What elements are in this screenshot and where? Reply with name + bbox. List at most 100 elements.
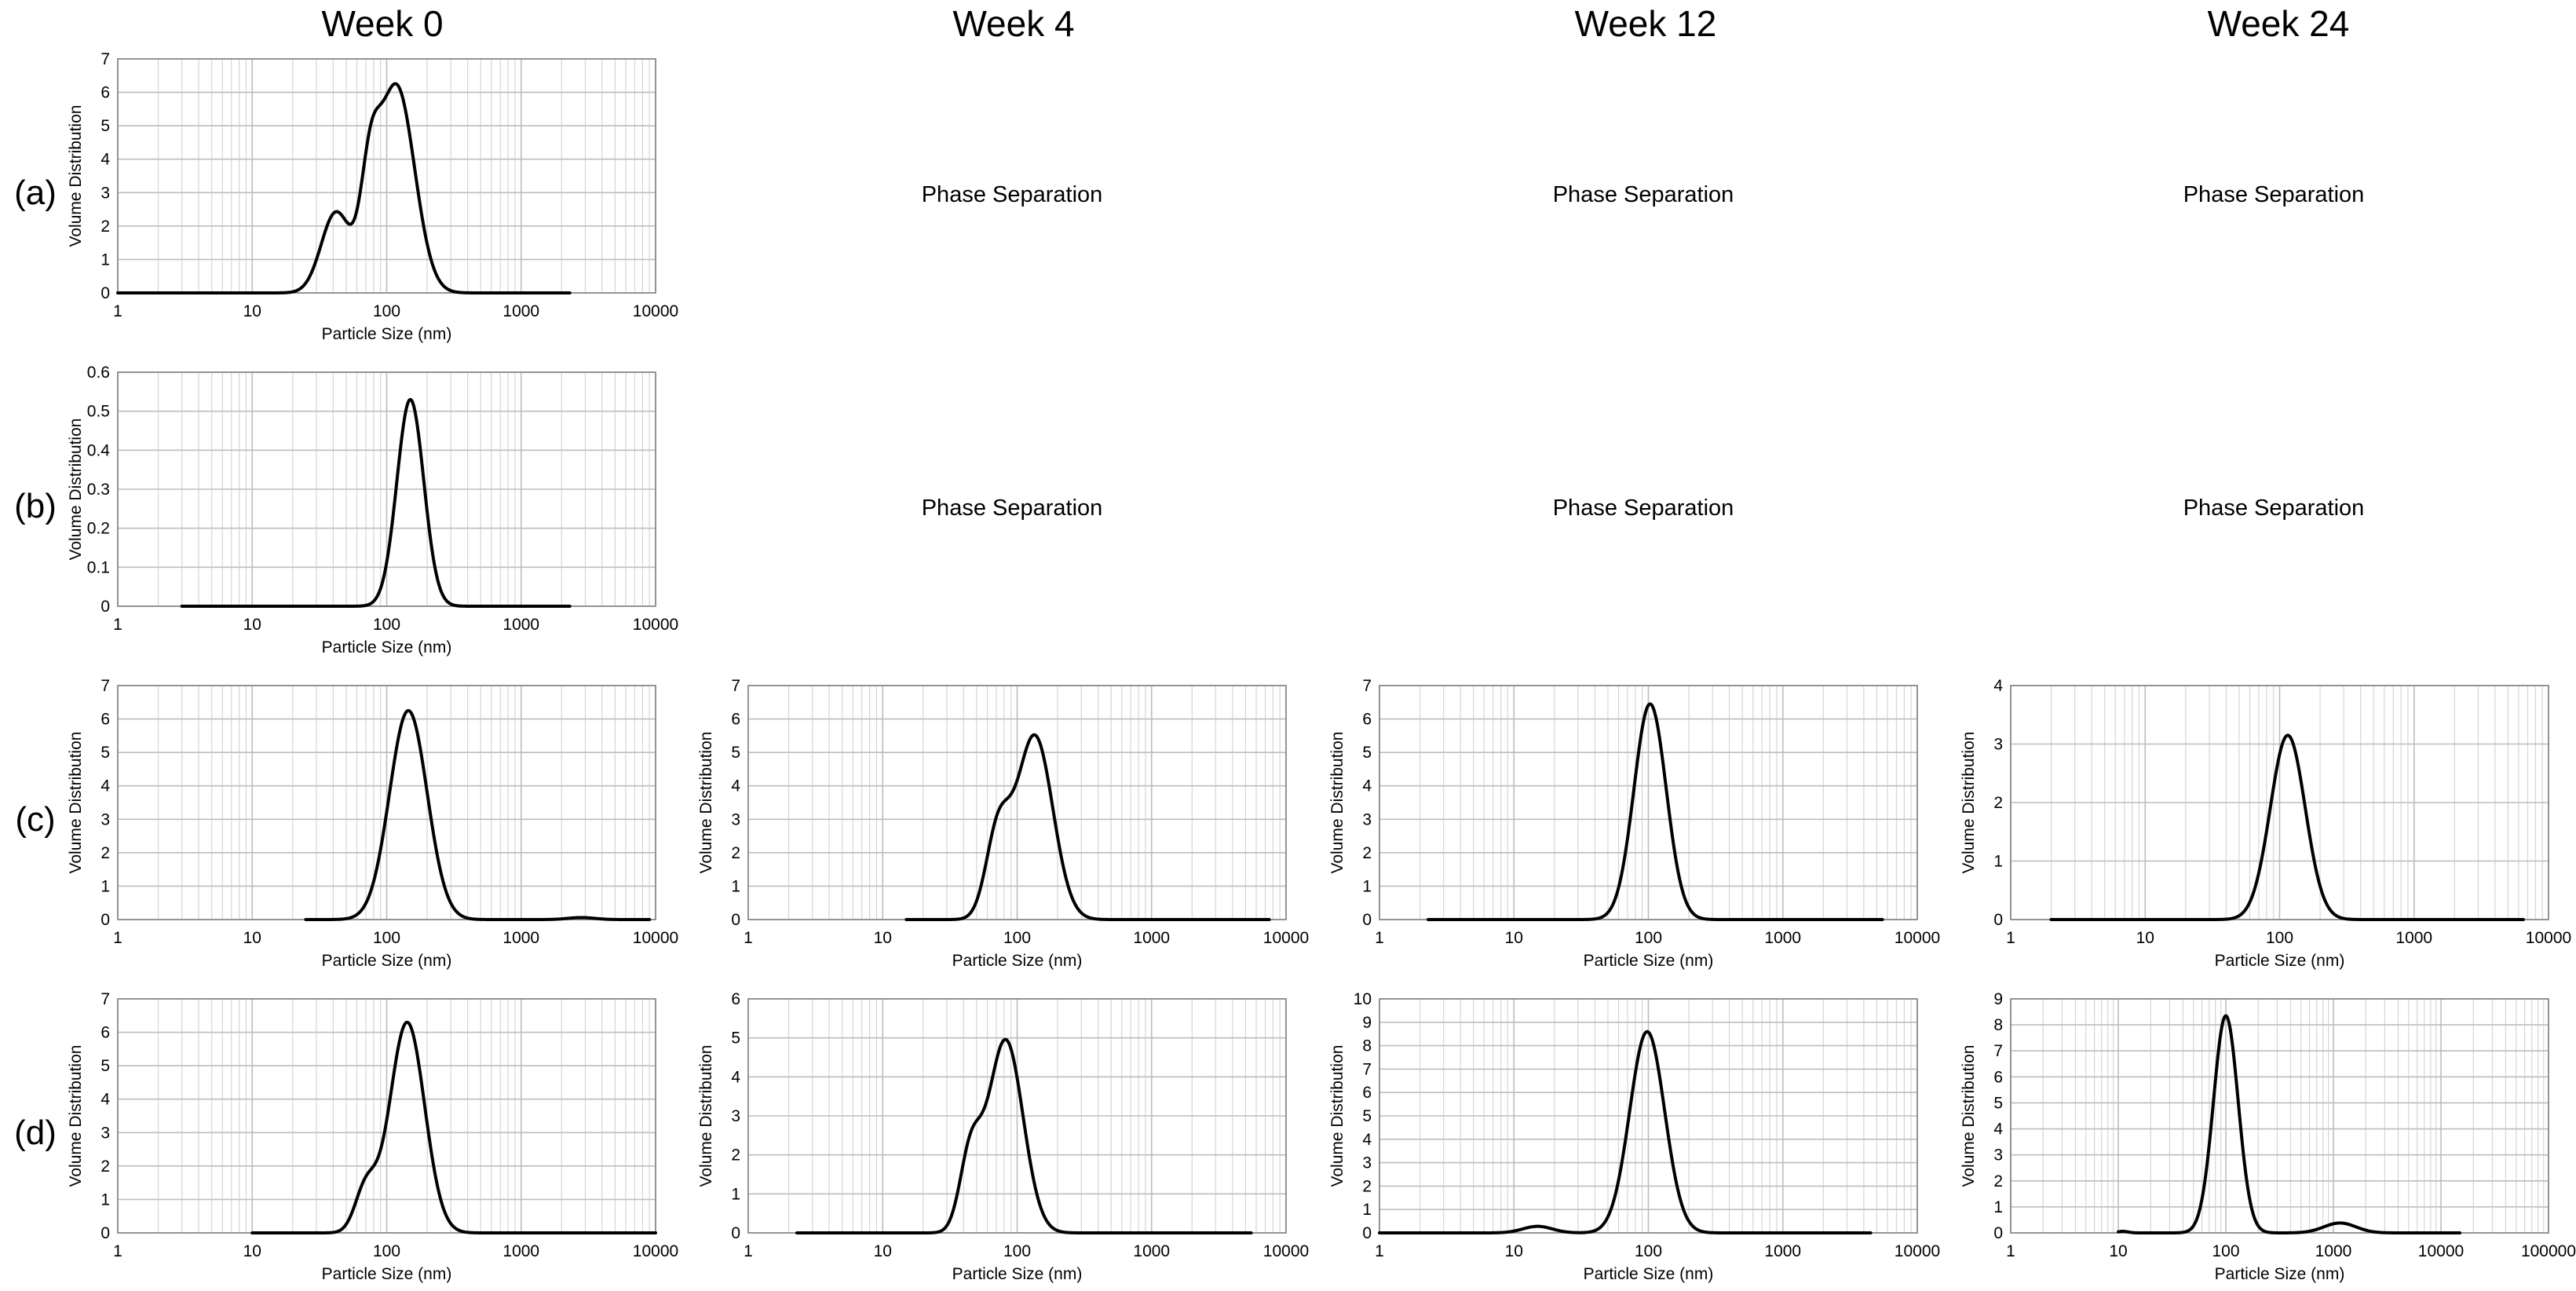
x-axis-label: Particle Size (nm) (952, 1265, 1083, 1283)
x-axis-label: Particle Size (nm) (322, 952, 452, 970)
x-tick-label: 1000 (2395, 929, 2432, 947)
distribution-curve (1378, 1030, 1873, 1234)
y-tick-label: 4 (731, 1068, 740, 1086)
y-tick-label: 5 (100, 117, 110, 135)
y-tick-label: 1 (731, 1185, 740, 1203)
y-tick-label: 8 (1362, 1037, 1372, 1055)
y-tick-label: 4 (731, 777, 740, 795)
x-tick-label: 1 (2006, 1242, 2015, 1260)
y-tick-label: 5 (731, 744, 740, 762)
chart-panel-b-week0: 0 0.1 0.2 0.3 0.4 0.5 0.6 1 10 100 1000 10000 Partic… (67, 364, 678, 656)
x-tick-label: 10000 (633, 616, 678, 634)
x-tick-label: 10 (243, 929, 261, 947)
y-tick-label: 1 (100, 877, 110, 895)
y-tick-label: 0 (731, 1224, 740, 1242)
x-tick-label: 10000 (633, 302, 678, 320)
y-tick-label: 6 (731, 711, 740, 729)
headers: Week 0 Week 4 Week 12 Week 24 (a) (b) (c… (14, 3, 2349, 1152)
x-tick-label: 10000 (1895, 929, 1940, 947)
distribution-curve (250, 1020, 657, 1234)
y-tick-label: 6 (100, 84, 110, 102)
y-tick-label: 4 (100, 151, 110, 169)
x-tick-label: 1 (2006, 929, 2015, 947)
y-tick-label: 1 (100, 1190, 110, 1209)
y-tick-label: 0 (731, 911, 740, 929)
y-axis-label: Volume Distribution (697, 732, 715, 874)
x-tick-label: 10000 (1895, 1242, 1940, 1260)
column-title-week-12: Week 12 (1575, 3, 1717, 44)
y-tick-label: 5 (100, 744, 110, 762)
x-tick-label: 100 (2266, 929, 2293, 947)
phase-separation-text: Phase Separation (922, 496, 1103, 521)
y-tick-label: 2 (1362, 844, 1372, 862)
y-tick-label: 0.3 (87, 481, 110, 499)
x-tick-label: 100 (373, 616, 400, 634)
x-tick-label: 100 (373, 302, 400, 320)
column-title-week-4: Week 4 (952, 3, 1074, 44)
distribution-curve (904, 733, 1271, 921)
y-tick-label: 7 (100, 677, 110, 695)
x-tick-label: 1000 (1133, 929, 1170, 947)
y-tick-label: 5 (100, 1057, 110, 1075)
y-tick-label: 2 (100, 1158, 110, 1176)
y-tick-label: 2 (1362, 1177, 1372, 1195)
y-tick-label: 0 (1362, 1224, 1372, 1242)
x-tick-label: 1 (744, 929, 753, 947)
x-tick-label: 10000 (2526, 929, 2571, 947)
y-tick-label: 5 (1362, 1107, 1372, 1125)
y-axis-label: Volume Distribution (1328, 1045, 1346, 1187)
x-tick-label: 1000 (1764, 1242, 1801, 1260)
row-label-a: (a) (14, 174, 57, 212)
y-axis-label: Volume Distribution (1328, 732, 1346, 874)
x-tick-label: 100 (373, 1242, 400, 1260)
y-tick-label: 0 (100, 598, 110, 616)
y-tick-label: 7 (731, 677, 740, 695)
x-tick-label: 10000 (633, 929, 678, 947)
y-tick-label: 1 (731, 877, 740, 895)
row-label-b: (b) (14, 487, 57, 525)
x-tick-label: 1000 (1133, 1242, 1170, 1260)
y-tick-label: 5 (731, 1030, 740, 1048)
x-tick-label: 10000 (2418, 1242, 2464, 1260)
phase-separation-notes: Phase Separation Phase Separation Phase … (922, 182, 2365, 521)
y-tick-label: 0.6 (87, 364, 110, 382)
y-tick-label: 2 (100, 844, 110, 862)
y-axis-label: Volume Distribution (697, 1045, 715, 1187)
y-tick-label: 3 (100, 810, 110, 828)
x-axis-label: Particle Size (nm) (1584, 952, 1714, 970)
y-axis-label: Volume Distribution (1960, 1045, 1978, 1187)
y-tick-label: 10 (1354, 990, 1372, 1008)
x-tick-label: 10 (243, 616, 261, 634)
x-tick-label: 10000 (633, 1242, 678, 1260)
y-tick-label: 3 (100, 1124, 110, 1142)
y-tick-label: 0.4 (87, 441, 111, 459)
x-tick-label: 100 (1635, 1242, 1662, 1260)
y-tick-label: 1 (1993, 853, 2003, 871)
x-tick-label: 1 (1375, 929, 1384, 947)
x-tick-label: 1000 (502, 302, 539, 320)
distribution-curve (2117, 1014, 2462, 1234)
x-tick-label: 1 (113, 616, 122, 634)
y-tick-label: 2 (731, 1147, 740, 1165)
x-tick-label: 10 (1505, 1242, 1523, 1260)
y-tick-label: 6 (1362, 1084, 1372, 1102)
x-axis-label: Particle Size (nm) (322, 325, 452, 343)
x-tick-label: 1000 (2315, 1242, 2352, 1260)
y-tick-label: 2 (1993, 1172, 2003, 1190)
y-tick-label: 4 (100, 777, 110, 795)
y-tick-label: 4 (100, 1091, 110, 1109)
x-axis-label: Particle Size (nm) (322, 638, 452, 656)
y-tick-label: 1 (1362, 1201, 1372, 1219)
y-tick-label: 6 (100, 1024, 110, 1042)
y-tick-label: 5 (1993, 1094, 2003, 1112)
x-tick-label: 100000 (2521, 1242, 2576, 1260)
plot-area-frame (117, 998, 656, 1234)
y-tick-label: 7 (100, 990, 110, 1008)
x-tick-label: 100 (1003, 1242, 1031, 1260)
x-tick-label: 1 (744, 1242, 753, 1260)
y-tick-label: 7 (1993, 1042, 2003, 1060)
